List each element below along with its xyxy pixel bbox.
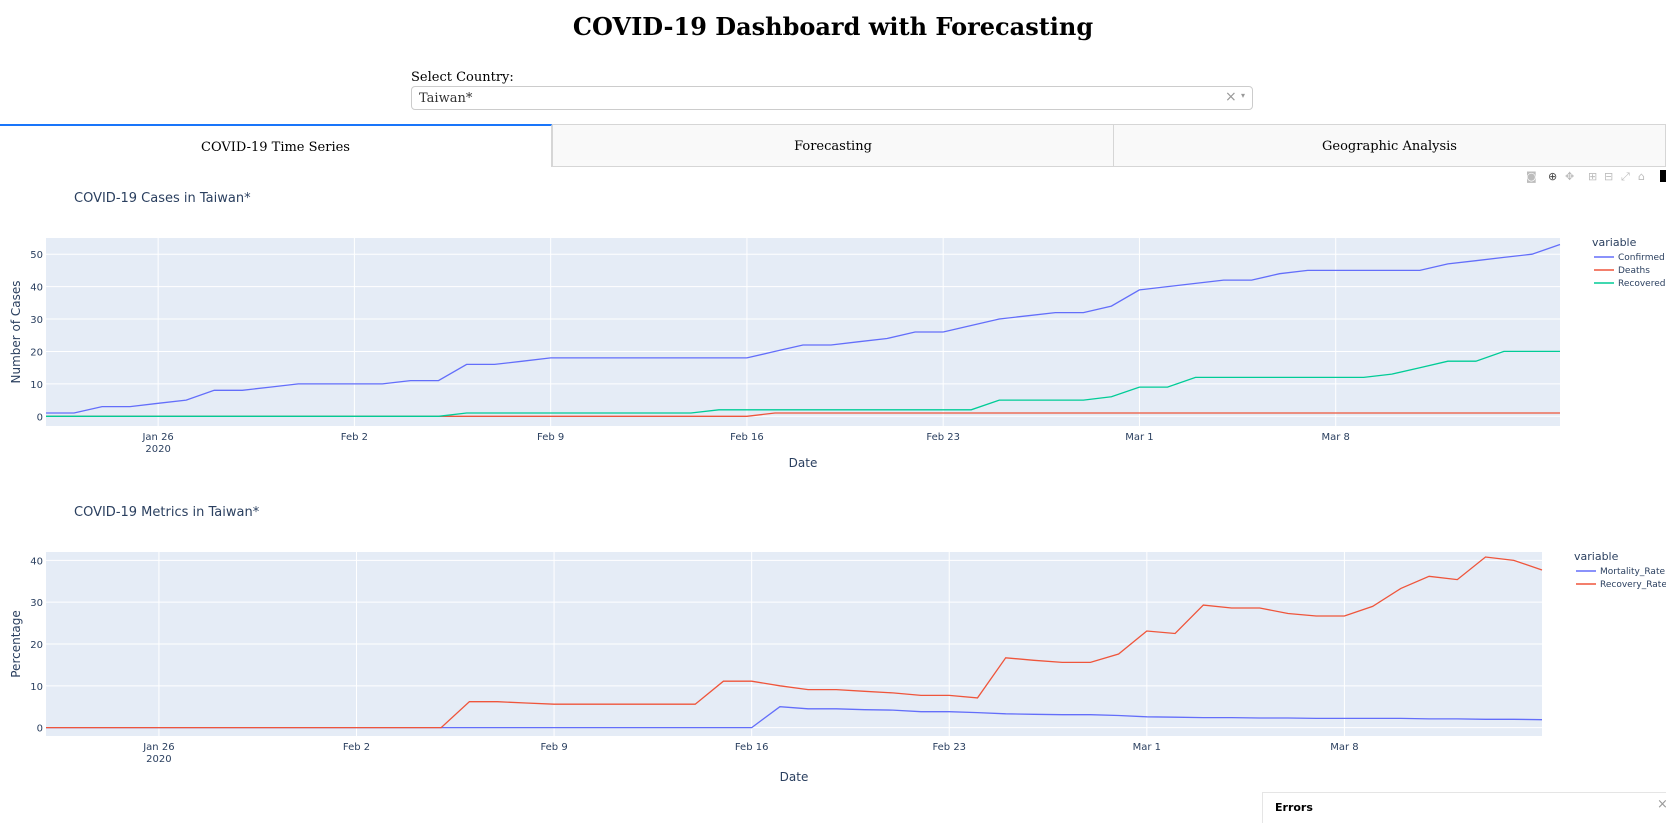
x-tick-label: Feb 23	[926, 432, 960, 443]
x-tick-label: Feb 16	[735, 742, 769, 753]
close-icon[interactable]: ×	[1657, 797, 1666, 812]
y-tick-label: 30	[30, 315, 43, 326]
series-line-recovered	[46, 350, 1560, 417]
x-tick-sublabel: 2020	[145, 444, 170, 455]
errors-panel[interactable]: Errors ×	[1262, 792, 1666, 823]
x-axis-label: Date	[789, 456, 818, 470]
x-tick-label: Feb 16	[730, 432, 764, 443]
metrics-chart[interactable]: COVID-19 Metrics in Taiwan* 0 10 20 30 40 Jan …	[0, 494, 1666, 794]
x-tick-label: Feb 9	[540, 742, 567, 753]
zoom-icon[interactable]: ⊕	[1548, 170, 1558, 183]
x-tick-label: Mar 1	[1125, 432, 1153, 443]
cases-chart[interactable]: COVID-19 Cases in Taiwan* 0 10 20 30 40 50 Jan …	[0, 180, 1666, 480]
reset-axes-icon[interactable]: ⌂	[1638, 170, 1645, 183]
zoom-in-icon[interactable]: ⊞	[1588, 170, 1598, 183]
x-tick-label: Jan 26	[142, 742, 174, 753]
series-line-recovery_rate	[46, 556, 1543, 729]
x-tick-label: Feb 2	[343, 742, 370, 753]
zoom-out-icon[interactable]: ⊟	[1604, 170, 1614, 183]
country-dropdown[interactable]: Taiwan* × ▾	[411, 86, 1253, 110]
x-tick-label: Mar 1	[1133, 742, 1161, 753]
legend-item-confirmed: Confirmed	[1618, 253, 1665, 263]
x-tick-sublabel: 2020	[146, 754, 171, 765]
x-tick-label: Jan 26	[141, 432, 173, 443]
y-tick-label: 20	[30, 347, 43, 358]
y-tick-label: 50	[30, 250, 43, 261]
camera-icon[interactable]: ◙	[1526, 170, 1537, 183]
pan-icon[interactable]: ✥	[1565, 170, 1575, 183]
x-tick-label: Mar 8	[1321, 432, 1349, 443]
y-tick-label: 40	[30, 556, 43, 567]
tab-forecasting[interactable]: Forecasting	[552, 124, 1114, 167]
plot-modebar: ◙ ⊕ ✥ ⊞ ⊟ ⤢ ⌂	[1522, 170, 1666, 186]
legend-item-deaths: Deaths	[1618, 266, 1650, 276]
tab-time-series[interactable]: COVID-19 Time Series	[0, 124, 552, 167]
legend-item-mortality_rate: Mortality_Rate	[1600, 567, 1665, 577]
y-tick-label: 0	[37, 724, 43, 735]
x-tick-label: Feb 2	[341, 432, 368, 443]
y-tick-label: 40	[30, 283, 43, 294]
plotly-logo-icon[interactable]	[1660, 170, 1666, 182]
y-tick-label: 20	[30, 640, 43, 651]
y-tick-label: 30	[30, 598, 43, 609]
x-axis-label: Date	[780, 770, 809, 784]
clear-icon[interactable]: ×	[1225, 89, 1237, 105]
country-select-label: Select Country:	[411, 70, 514, 85]
errors-label: Errors	[1275, 801, 1313, 814]
x-tick-label: Feb 9	[537, 432, 564, 443]
page-title: COVID-19 Dashboard with Forecasting	[572, 12, 1094, 41]
y-axis-label: Percentage	[9, 610, 23, 678]
chart-title: COVID-19 Cases in Taiwan*	[74, 191, 251, 206]
legend-item-recovery_rate: Recovery_Rate	[1600, 580, 1666, 590]
plot-area	[46, 238, 1560, 426]
chart-title: COVID-19 Metrics in Taiwan*	[74, 505, 260, 520]
legend-title: variable	[1574, 550, 1619, 563]
y-tick-label: 10	[30, 380, 43, 391]
series-line-confirmed	[46, 243, 1561, 414]
legend-title: variable	[1592, 236, 1637, 249]
tab-bar: COVID-19 Time Series Forecasting Geograp…	[0, 124, 1666, 168]
x-tick-label: Feb 23	[932, 742, 966, 753]
chevron-down-icon[interactable]: ▾	[1241, 91, 1246, 100]
tab-geographic-analysis[interactable]: Geographic Analysis	[1113, 124, 1666, 167]
y-tick-label: 10	[30, 682, 43, 693]
country-dropdown-value: Taiwan*	[419, 91, 473, 106]
x-tick-label: Mar 8	[1330, 742, 1358, 753]
autoscale-icon[interactable]: ⤢	[1621, 170, 1630, 183]
y-axis-label: Number of Cases	[9, 280, 23, 383]
legend-item-recovered: Recovered	[1618, 279, 1665, 289]
y-tick-label: 0	[37, 412, 43, 423]
